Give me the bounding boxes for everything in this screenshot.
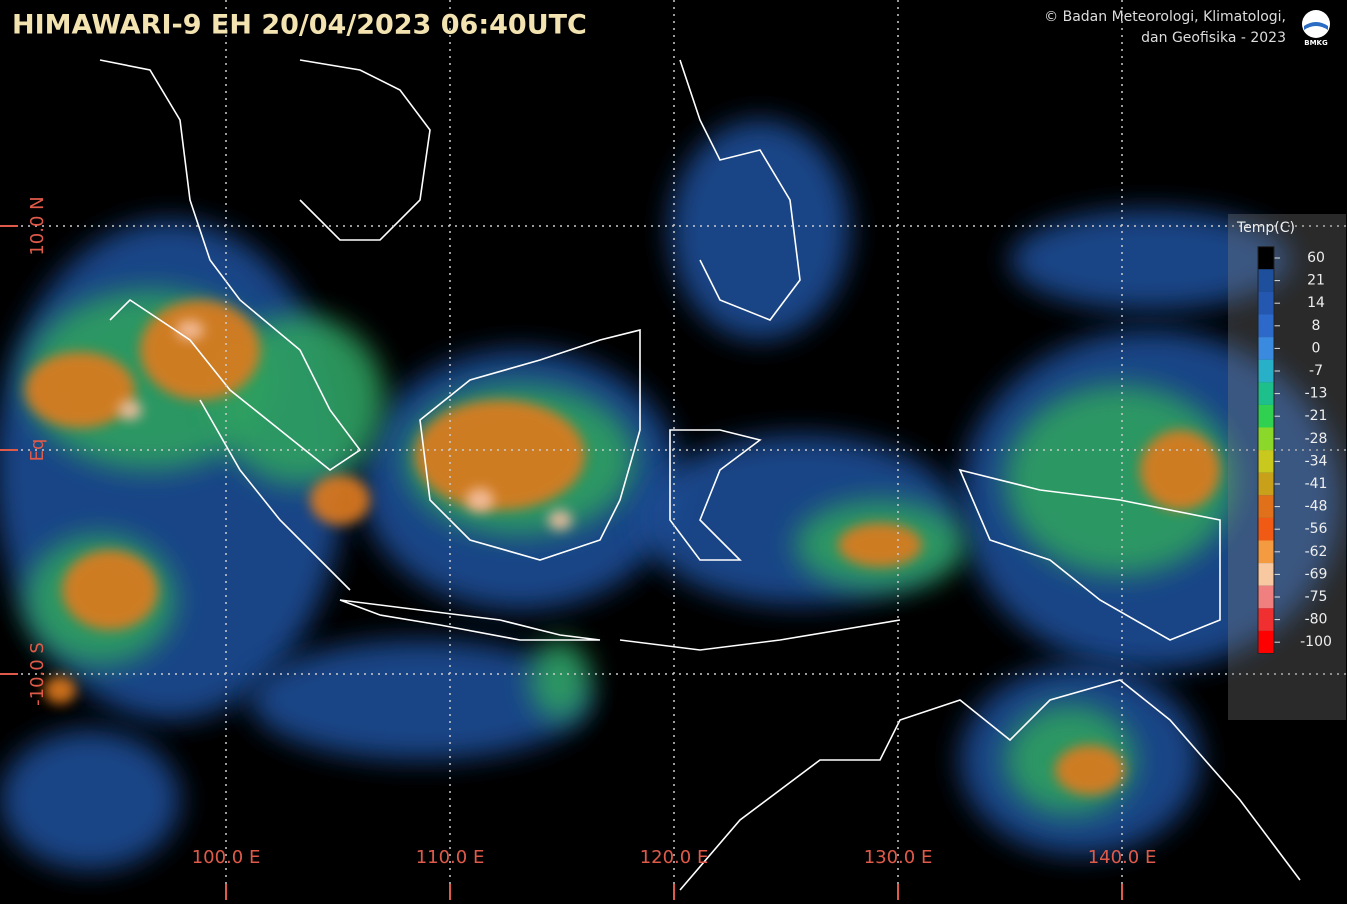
colorbar: 60 21 14 8 0 -7 -13 -21 -28 -34 -41 -48 -56 -62 -69 -75…	[1257, 246, 1332, 654]
colorbar-label: -100	[1300, 634, 1332, 650]
colorbar-label: 60	[1307, 250, 1325, 266]
cloud	[140, 300, 260, 400]
colorbar-swatch	[1258, 427, 1274, 451]
logo-text: BMKG	[1304, 39, 1328, 47]
coastline	[669, 429, 762, 561]
coastline	[339, 599, 601, 641]
colorbar-swatch	[1258, 450, 1274, 473]
cloud	[0, 730, 180, 870]
colorbar-swatch	[1258, 291, 1274, 315]
colorbar-label: -21	[1305, 408, 1328, 424]
colorbar-frame	[1257, 246, 1275, 654]
colorbar-swatch	[1258, 517, 1274, 541]
colorbar-label: 14	[1307, 295, 1325, 311]
colorbar-swatch	[1258, 269, 1274, 292]
longitude-label: 140.0 E	[1088, 847, 1157, 868]
cloud	[415, 400, 585, 510]
colorbar-label: -62	[1305, 544, 1328, 560]
cloud	[838, 523, 922, 567]
colorbar-swatch	[1258, 540, 1274, 564]
coastline	[199, 399, 351, 591]
colorbar-swatch	[1258, 337, 1274, 360]
colorbar-swatch	[1258, 630, 1274, 654]
cloud	[1140, 430, 1220, 510]
colorbar-label: -34	[1305, 453, 1328, 469]
colorbar-swatch	[1258, 359, 1274, 383]
colorbar-swatch	[1258, 608, 1274, 631]
cloud	[250, 640, 590, 760]
colorbar-swatch	[1258, 472, 1274, 496]
colorbar-swatch	[1258, 246, 1274, 270]
cloud	[44, 676, 76, 704]
title: HIMAWARI-9 EH 20/04/2023 06:40UTC	[12, 10, 587, 41]
longitude-label: 110.0 E	[416, 847, 485, 868]
latitude-label: 10.0 N	[27, 196, 48, 255]
colorbar-label: -7	[1309, 363, 1323, 379]
copyright: © Badan Meteorologi, Klimatologi,	[1044, 9, 1286, 25]
colorbar-swatch	[1258, 314, 1274, 338]
coastline	[419, 328, 641, 561]
colorbar-label: -28	[1305, 431, 1328, 447]
colorbar-label: -80	[1305, 612, 1328, 628]
colorbar-label: 8	[1312, 318, 1321, 334]
cloud	[176, 320, 204, 340]
colorbar-label: 21	[1307, 273, 1325, 289]
colorbar-swatch	[1258, 382, 1274, 405]
coastline	[958, 468, 1221, 641]
cloud	[466, 488, 494, 512]
colorbar-label: -56	[1305, 521, 1328, 537]
colorbar-swatch	[1258, 404, 1274, 428]
colorbar-label: -69	[1305, 566, 1328, 582]
cloud	[25, 352, 135, 428]
longitude-label: 130.0 E	[864, 847, 933, 868]
latitude-label: Eq	[27, 439, 48, 462]
colorbar-label: -75	[1305, 589, 1328, 605]
cloud	[310, 475, 370, 525]
colorbar-label: -41	[1305, 476, 1328, 492]
colorbar-swatch	[1258, 585, 1274, 609]
cloud	[530, 640, 590, 720]
cloud-layer	[0, 120, 1340, 870]
coastlines	[99, 59, 1301, 891]
copyright: dan Geofisika - 2023	[1141, 30, 1286, 46]
coastline	[679, 679, 1301, 891]
colorbar-label: -48	[1305, 499, 1328, 515]
colorbar-label: 0	[1312, 340, 1321, 356]
colorbar-swatch	[1258, 563, 1274, 586]
coastline	[679, 59, 801, 321]
cloud	[62, 550, 158, 630]
cloud	[670, 120, 850, 340]
colorbar-title: Temp(C)	[1236, 220, 1295, 236]
logo-wave	[1304, 22, 1328, 30]
coastline	[99, 59, 362, 471]
coastline	[299, 59, 431, 241]
longitude-label: 120.0 E	[640, 847, 709, 868]
coastline	[619, 619, 901, 651]
latitude-label: -10.0 S	[27, 642, 48, 706]
colorbar-panel	[1228, 214, 1346, 720]
colorbar-label: -13	[1305, 386, 1328, 402]
cloud	[1055, 745, 1125, 795]
cloud	[1010, 210, 1290, 310]
colorbar-swatch	[1258, 495, 1274, 518]
cloud	[118, 400, 142, 420]
longitude-label: 100.0 E	[192, 847, 261, 868]
cloud	[548, 510, 572, 530]
